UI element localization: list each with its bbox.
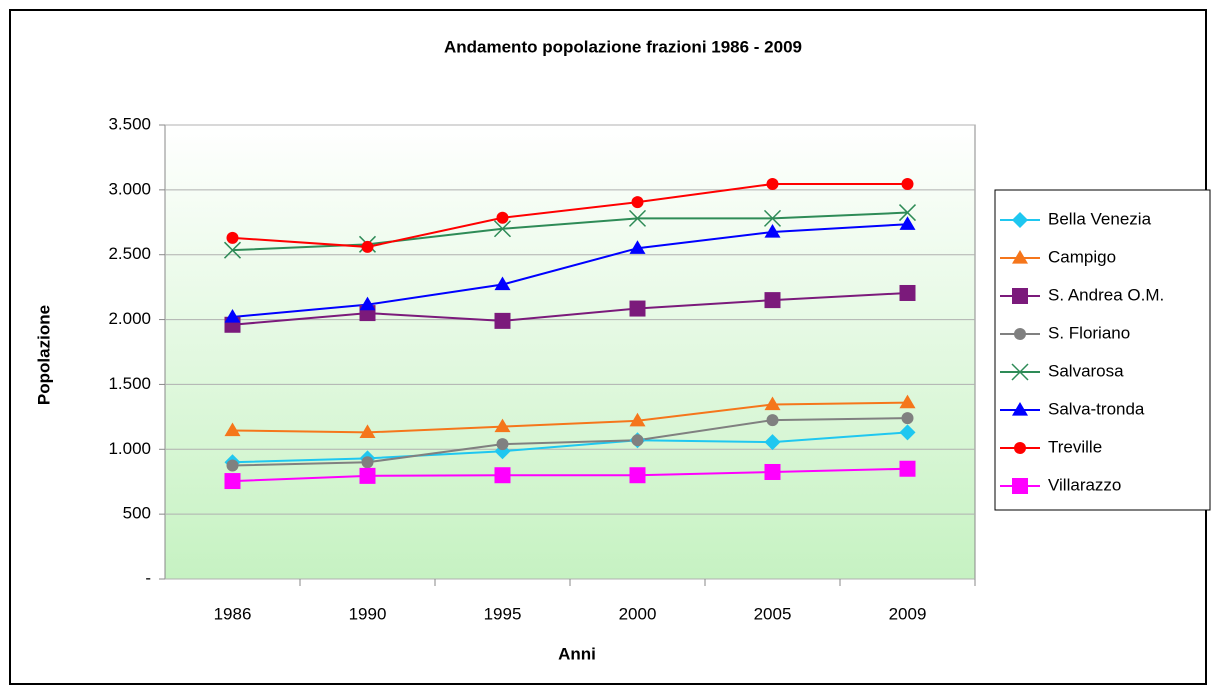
marker bbox=[764, 292, 781, 309]
x-tick-label: 1995 bbox=[484, 604, 522, 623]
marker bbox=[1014, 442, 1026, 454]
marker bbox=[631, 196, 644, 209]
marker bbox=[226, 459, 239, 472]
x-tick-label: 1990 bbox=[349, 604, 387, 623]
chart-title: Andamento popolazione frazioni 1986 - 20… bbox=[444, 37, 802, 56]
legend-label: Campigo bbox=[1048, 247, 1116, 266]
legend-label: S. Floriano bbox=[1048, 323, 1130, 342]
marker bbox=[629, 300, 646, 317]
y-tick-label: - bbox=[145, 568, 151, 587]
y-tick-label: 2.500 bbox=[108, 244, 151, 263]
marker bbox=[629, 240, 646, 254]
marker bbox=[226, 231, 239, 244]
marker bbox=[629, 467, 646, 484]
marker bbox=[361, 240, 374, 253]
marker bbox=[359, 424, 376, 439]
marker bbox=[359, 296, 376, 311]
marker bbox=[496, 438, 509, 451]
legend-label: Treville bbox=[1048, 437, 1102, 456]
marker bbox=[901, 412, 914, 425]
marker bbox=[898, 204, 917, 222]
marker bbox=[494, 276, 511, 291]
y-axis-label: Popolazione bbox=[34, 305, 53, 405]
plot-area bbox=[164, 124, 976, 580]
x-tick-label: 2005 bbox=[754, 604, 792, 623]
legend: Bella Venezia Campigo S. Andrea O.M. S. Flo… bbox=[994, 189, 1211, 511]
series-line bbox=[232, 467, 908, 483]
marker bbox=[763, 209, 782, 227]
y-tick-label: 1.000 bbox=[108, 439, 151, 458]
marker bbox=[1014, 328, 1026, 340]
series-line bbox=[232, 223, 908, 318]
marker bbox=[764, 463, 781, 480]
marker bbox=[899, 394, 916, 409]
x-tick-label: 1986 bbox=[214, 604, 252, 623]
marker bbox=[899, 216, 916, 230]
legend-label: Bella Venezia bbox=[1048, 209, 1152, 228]
marker bbox=[1012, 402, 1028, 416]
series-line bbox=[232, 417, 908, 467]
legend-label: S. Andrea O.M. bbox=[1048, 285, 1164, 304]
marker bbox=[359, 467, 376, 484]
y-tick-label: 3.500 bbox=[108, 114, 151, 133]
marker bbox=[1012, 212, 1028, 228]
marker bbox=[766, 178, 779, 191]
y-tick-label: 1.500 bbox=[108, 374, 151, 393]
x-axis-label: Anni bbox=[558, 644, 596, 663]
x-tick-label: 2009 bbox=[889, 604, 927, 623]
marker bbox=[899, 460, 916, 477]
marker bbox=[899, 424, 916, 441]
marker bbox=[493, 220, 512, 238]
legend-label: Salvarosa bbox=[1048, 361, 1124, 380]
marker bbox=[224, 473, 241, 490]
legend-box bbox=[994, 189, 1211, 511]
series-line bbox=[232, 291, 908, 326]
series-line bbox=[232, 431, 908, 464]
x-tick-label: 2000 bbox=[619, 604, 657, 623]
marker bbox=[628, 209, 647, 227]
marker bbox=[494, 467, 511, 484]
marker bbox=[224, 308, 241, 323]
marker bbox=[764, 434, 781, 451]
marker bbox=[899, 284, 916, 301]
marker bbox=[1012, 250, 1028, 264]
marker bbox=[496, 211, 509, 224]
marker bbox=[494, 418, 511, 433]
marker bbox=[631, 434, 644, 447]
marker bbox=[223, 241, 242, 259]
marker bbox=[764, 224, 781, 238]
series-line bbox=[232, 183, 908, 248]
marker bbox=[1011, 363, 1029, 381]
marker bbox=[361, 456, 374, 469]
marker bbox=[766, 414, 779, 427]
marker bbox=[224, 422, 241, 437]
marker bbox=[629, 412, 646, 427]
marker bbox=[901, 178, 914, 191]
y-tick-label: 3.000 bbox=[108, 179, 151, 198]
marker bbox=[764, 396, 781, 411]
y-tick-label: 500 bbox=[123, 504, 151, 523]
marker bbox=[1012, 478, 1028, 494]
series-line bbox=[232, 401, 908, 434]
marker bbox=[494, 312, 511, 329]
legend-label: Villarazzo bbox=[1048, 475, 1121, 494]
marker bbox=[1012, 288, 1028, 304]
legend-label: Salva-tronda bbox=[1048, 399, 1145, 418]
y-tick-label: 2.000 bbox=[108, 309, 151, 328]
